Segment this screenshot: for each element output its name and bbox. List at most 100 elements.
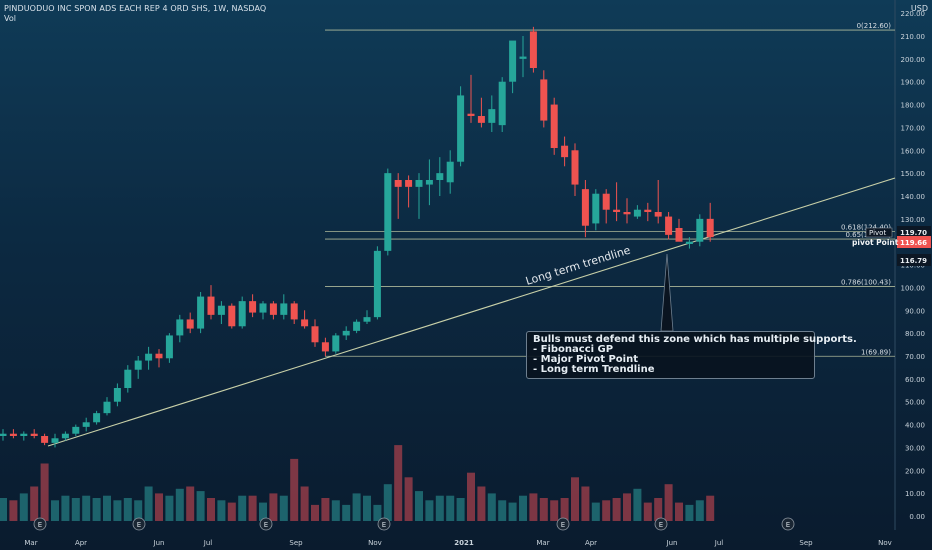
earnings-marker xyxy=(377,517,391,531)
candle-body xyxy=(82,422,90,427)
candle-body xyxy=(321,342,329,352)
candle-body xyxy=(415,180,423,187)
earnings-marker-label: E xyxy=(786,521,790,529)
volume-bar xyxy=(238,495,247,521)
candle-body xyxy=(165,335,173,359)
volume-bar xyxy=(290,458,299,521)
volume-bar xyxy=(342,504,351,521)
earnings-marker xyxy=(781,517,795,531)
candle-body xyxy=(467,113,475,116)
pivot-tag-text: Pivot xyxy=(869,229,886,237)
candle-body xyxy=(654,212,662,217)
candle-body xyxy=(425,180,433,185)
candle-body xyxy=(301,319,309,327)
volume-bar xyxy=(9,500,18,521)
y-tick-label: 200.00 xyxy=(901,56,926,64)
candle-body xyxy=(446,161,454,183)
x-tick-label: Jun xyxy=(153,539,165,547)
x-tick-label: Nov xyxy=(878,539,892,547)
candle-body xyxy=(93,413,101,423)
volume-bar xyxy=(363,495,371,521)
candle-body xyxy=(280,303,288,315)
candle-body xyxy=(353,321,361,331)
y-tick-label: 190.00 xyxy=(901,79,926,87)
volume-bar xyxy=(425,500,434,521)
candle-body xyxy=(311,326,319,343)
callout-line: Bulls must defend this zone which has mu… xyxy=(533,334,857,345)
volume-bar xyxy=(269,493,278,521)
candle-body xyxy=(249,301,257,313)
candle-body xyxy=(706,218,714,238)
support-price-badge-text: 116.79 xyxy=(900,257,927,265)
candle-body xyxy=(633,209,641,217)
x-tick-label: Jun xyxy=(666,539,678,547)
currency-label: USD xyxy=(910,4,928,13)
candle-body xyxy=(145,353,153,361)
volume-bar xyxy=(311,504,319,521)
volume-bar xyxy=(373,504,382,521)
chart-title: PINDUODUO INC SPON ADS EACH REP 4 ORD SH… xyxy=(4,4,267,13)
last-price-badge xyxy=(897,236,931,248)
candle-body xyxy=(685,241,693,244)
candle-body xyxy=(51,438,59,443)
candle-body xyxy=(571,150,579,185)
y-tick-label: 210.00 xyxy=(901,33,926,41)
callout-line: - Fibonacci GP xyxy=(533,344,614,355)
volume-bar xyxy=(352,493,361,521)
candle-body xyxy=(363,317,371,322)
volume-bar xyxy=(654,498,663,521)
candle-body xyxy=(488,109,496,123)
candle-body xyxy=(405,180,413,187)
volume-bar xyxy=(571,477,579,521)
volume-bar xyxy=(113,500,122,521)
volume-bar xyxy=(71,498,80,521)
earnings-marker xyxy=(556,517,570,531)
pivot-price-badge xyxy=(897,226,931,238)
volume-bar xyxy=(300,486,309,521)
y-tick-label: 100.00 xyxy=(901,284,926,292)
volume-bar xyxy=(508,502,517,521)
y-tick-label: 40.00 xyxy=(905,422,925,430)
volume-bar xyxy=(331,500,340,521)
volume-bar xyxy=(612,498,621,521)
candle-body xyxy=(103,401,111,414)
volume-bar xyxy=(227,502,236,521)
volume-bar xyxy=(19,493,28,521)
candle-body xyxy=(217,305,225,315)
y-tick-label: 30.00 xyxy=(905,444,925,452)
volume-bar xyxy=(643,502,652,521)
volume-bar xyxy=(529,493,538,521)
volume-bar xyxy=(217,500,226,521)
earnings-marker-label: E xyxy=(561,521,565,529)
candle-body xyxy=(290,303,298,320)
volume-bar xyxy=(207,498,215,521)
candle-body xyxy=(696,218,704,242)
candle-body xyxy=(436,173,444,180)
candle-body xyxy=(384,173,392,251)
volume-bar xyxy=(550,500,559,521)
candle-body xyxy=(529,31,537,68)
volume-bar xyxy=(467,472,475,521)
trendline xyxy=(47,177,896,447)
candle-body xyxy=(30,433,38,436)
candle-body xyxy=(675,228,683,242)
candle-body xyxy=(550,104,558,148)
candle-body xyxy=(602,193,610,210)
candle-body xyxy=(238,301,246,327)
fib-level-label: 1(69.89) xyxy=(861,348,891,356)
volume-bar xyxy=(623,493,631,521)
candle-body xyxy=(457,95,465,162)
volume-bar xyxy=(602,500,611,521)
candle-body xyxy=(644,209,652,212)
y-tick-label: 220.00 xyxy=(901,10,926,18)
volume-bar xyxy=(591,502,600,521)
candle-body xyxy=(41,436,49,443)
volume-bar xyxy=(92,498,101,521)
candle-body xyxy=(9,433,17,436)
volume-bar xyxy=(560,498,569,521)
y-tick-label: 10.00 xyxy=(905,490,925,498)
candle-body xyxy=(186,319,194,329)
volume-bar xyxy=(175,488,184,521)
